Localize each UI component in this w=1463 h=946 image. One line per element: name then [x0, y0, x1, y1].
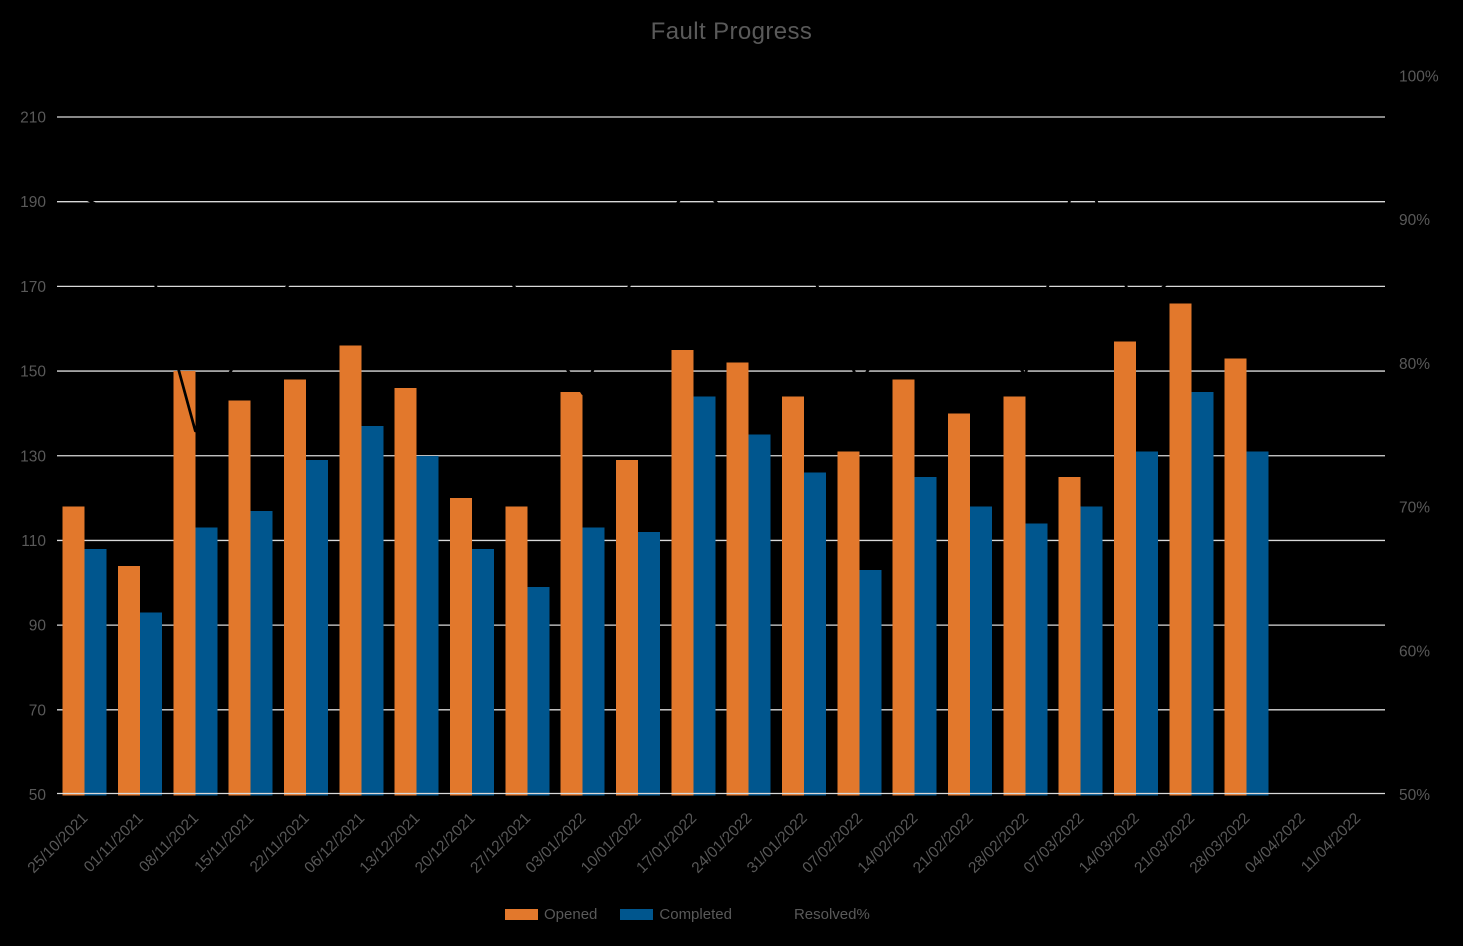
bar-completed	[527, 587, 550, 796]
y-axis-label: 150	[20, 364, 46, 381]
bar-opened	[726, 362, 749, 796]
bar-completed	[748, 434, 771, 796]
bar-completed	[970, 506, 992, 796]
bar-completed	[1191, 392, 1214, 796]
y-axis-label: 130	[20, 448, 46, 465]
legend-item-resolved: Resolved%	[754, 906, 870, 923]
bar-opened	[1224, 358, 1247, 796]
x-axis-label: 25/10/2021	[25, 810, 92, 877]
bar-completed	[582, 527, 605, 796]
bar-completed	[859, 570, 882, 796]
bar-completed	[416, 455, 439, 796]
y-axis-label: 70	[29, 702, 47, 719]
y2-axis-label: 90%	[1399, 212, 1430, 229]
bar-opened	[339, 345, 362, 796]
chart-title: Fault Progress	[650, 18, 813, 45]
bar-opened	[1169, 303, 1192, 796]
legend-swatch-completed	[620, 909, 654, 920]
y-axis-label: 90	[29, 618, 47, 635]
bar-opened	[948, 413, 970, 796]
legend-swatch-opened	[505, 909, 538, 920]
bar-opened	[228, 400, 251, 796]
bar-opened	[284, 379, 306, 796]
resolved-line	[83, 155, 1249, 433]
bar-opened	[1114, 341, 1136, 796]
y2-axis-label: 70%	[1399, 500, 1430, 517]
bar-opened	[616, 459, 638, 796]
bar-opened	[450, 498, 472, 796]
bar-opened	[394, 388, 417, 796]
bar-completed	[693, 396, 716, 796]
bar-completed	[1246, 451, 1269, 796]
y2-axis-label: 80%	[1399, 356, 1430, 373]
bar-opened	[837, 451, 860, 796]
bar-completed	[140, 612, 162, 796]
y-axis-label: 110	[21, 533, 46, 550]
bar-opened	[1058, 476, 1081, 796]
bar-completed	[914, 476, 937, 796]
bar-opened	[782, 396, 804, 796]
y2-axis-label: 60%	[1399, 643, 1430, 660]
bar-opened	[505, 506, 528, 796]
bar-completed	[195, 527, 218, 796]
bar-opened	[892, 379, 915, 796]
bar-opened	[671, 349, 694, 796]
legend-item-opened: Opened	[505, 906, 597, 923]
legend: Opened Completed Resolved%	[505, 906, 870, 923]
bar-opened	[62, 506, 85, 796]
bar-opened	[560, 392, 583, 796]
bar-opened	[118, 565, 140, 796]
legend-label-opened: Opened	[544, 906, 598, 923]
legend-item-completed: Completed	[620, 906, 732, 923]
bar-completed	[306, 459, 328, 796]
y2-axis-label: 50%	[1399, 787, 1430, 804]
legend-label-resolved: Resolved%	[793, 906, 870, 923]
y-axis-label: 50	[29, 787, 47, 804]
x-axis-label: 11/04/2022	[1298, 810, 1364, 876]
bar-completed	[84, 548, 107, 796]
legend-swatch-resolved-line	[754, 913, 788, 916]
y-axis-label: 190	[20, 194, 46, 211]
y-axis-label: 210	[20, 110, 46, 127]
bar-completed	[1025, 523, 1048, 796]
bar-opened	[1003, 396, 1026, 796]
y-axis-label: 170	[20, 279, 46, 296]
bar-completed	[1136, 451, 1158, 796]
bar-opened	[173, 371, 196, 796]
bar-completed	[804, 472, 826, 796]
bar-completed	[250, 510, 273, 796]
bar-completed	[472, 548, 494, 796]
x-axis-label: 04/04/2022	[1242, 810, 1309, 877]
bar-completed	[1080, 506, 1103, 796]
bar-completed	[361, 426, 384, 796]
y2-axis-label: 100%	[1399, 69, 1439, 86]
legend-label-completed: Completed	[659, 906, 732, 923]
bar-completed	[638, 531, 660, 796]
